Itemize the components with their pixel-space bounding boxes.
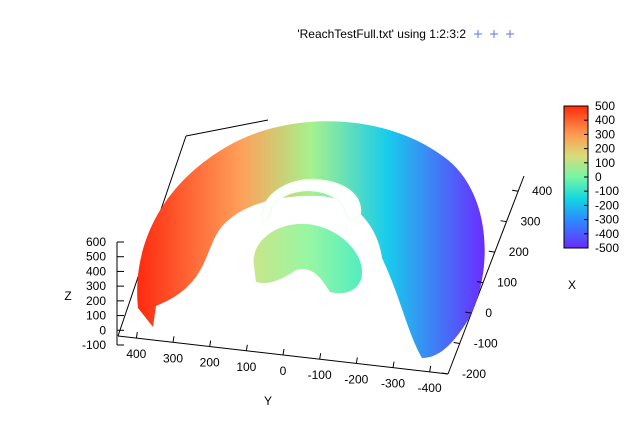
colorbar-tick-label: -200 bbox=[595, 198, 619, 212]
legend-marker-0 bbox=[474, 30, 482, 38]
inner-hole-ring bbox=[260, 178, 362, 222]
y-tick-label: -200 bbox=[344, 372, 368, 386]
x-tick-mark bbox=[465, 311, 472, 314]
y-tick-label: 400 bbox=[126, 347, 146, 361]
x-tick-label: -100 bbox=[474, 337, 498, 351]
y-tick-mark bbox=[209, 340, 212, 347]
x-axis-ticks: -200 -100 0 100 200 300 400 bbox=[441, 184, 553, 381]
z-tick-label: 500 bbox=[86, 250, 106, 264]
x-axis-title: X bbox=[568, 278, 576, 292]
x-tick-label: 400 bbox=[532, 184, 552, 198]
y-tick-mark bbox=[429, 365, 432, 372]
x-axis-line bbox=[447, 175, 525, 375]
y-tick-mark bbox=[282, 348, 285, 356]
z-tick-label: 200 bbox=[86, 294, 106, 308]
legend-markers bbox=[474, 30, 514, 38]
z-tick-label: 300 bbox=[86, 279, 106, 293]
colorbar-tick-label: 200 bbox=[595, 142, 615, 156]
colorbar-tick-label: -100 bbox=[595, 184, 619, 198]
y-tick-mark bbox=[135, 332, 138, 339]
z-tick-label: 100 bbox=[86, 309, 106, 323]
colorbar-tick-label: -400 bbox=[595, 227, 619, 241]
y-tick-mark bbox=[245, 344, 248, 351]
z-tick-label: -100 bbox=[82, 338, 106, 352]
colorbar-tick-label: 100 bbox=[595, 156, 615, 170]
y-tick-mark bbox=[355, 357, 358, 364]
y-tick-mark bbox=[172, 336, 175, 343]
y-tick-label: 100 bbox=[236, 360, 256, 374]
x-tick-mark bbox=[453, 342, 460, 345]
x-tick-label: 100 bbox=[497, 276, 517, 290]
z-tick-label: 600 bbox=[86, 235, 106, 249]
colorbar-tick-label: 0 bbox=[595, 170, 602, 184]
x-tick-label: 200 bbox=[509, 245, 529, 259]
x-tick-mark bbox=[488, 250, 495, 253]
legend-series-label: 'ReachTestFull.txt' using 1:2:3:2 bbox=[297, 27, 466, 41]
colorbar-tick-label: -500 bbox=[595, 241, 619, 255]
colorbar-tick-label: -300 bbox=[595, 213, 619, 227]
y-tick-label: 200 bbox=[200, 356, 220, 370]
z-tick-label: 400 bbox=[86, 264, 106, 278]
legend-marker-1 bbox=[490, 30, 498, 38]
x-tick-mark bbox=[476, 281, 484, 284]
x-tick-mark bbox=[512, 189, 519, 192]
x-tick-label: 300 bbox=[520, 215, 540, 229]
y-axis-ticks: 400 300 200 100 0 -100 -200 -300 -400 bbox=[126, 332, 442, 395]
x-tick-mark bbox=[441, 372, 449, 375]
inner-core-surface bbox=[253, 223, 362, 294]
y-axis-title: Y bbox=[264, 394, 272, 408]
x-tick-mark bbox=[500, 220, 507, 223]
surface-plot bbox=[137, 121, 485, 359]
z-axis-title: Z bbox=[64, 289, 71, 303]
x-tick-label: -200 bbox=[462, 367, 486, 381]
y-tick-label: 0 bbox=[280, 364, 287, 378]
colorbar-tick-label: 300 bbox=[595, 127, 615, 141]
y-tick-label: 300 bbox=[163, 351, 183, 365]
y-tick-label: -100 bbox=[308, 368, 332, 382]
frame-back-edge bbox=[185, 119, 269, 137]
outer-shell-surface bbox=[137, 121, 485, 359]
legend-marker-2 bbox=[506, 30, 514, 38]
colorbar-tick-label: 400 bbox=[595, 113, 615, 127]
colorbar-tick-label: 500 bbox=[595, 99, 615, 113]
y-tick-mark bbox=[319, 353, 322, 360]
z-tick-label: 0 bbox=[99, 323, 106, 337]
y-tick-mark bbox=[392, 361, 395, 368]
y-tick-label: -300 bbox=[381, 377, 405, 391]
y-tick-label: -400 bbox=[418, 381, 442, 395]
x-tick-label: 0 bbox=[485, 306, 492, 320]
